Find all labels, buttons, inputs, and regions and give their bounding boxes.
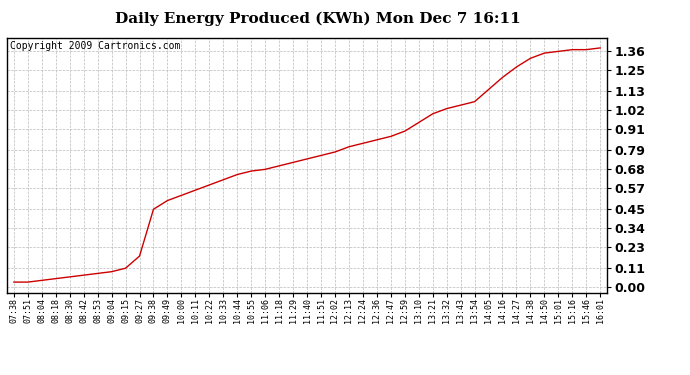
Text: Copyright 2009 Cartronics.com: Copyright 2009 Cartronics.com	[10, 41, 180, 51]
Text: Daily Energy Produced (KWh) Mon Dec 7 16:11: Daily Energy Produced (KWh) Mon Dec 7 16…	[115, 11, 520, 26]
